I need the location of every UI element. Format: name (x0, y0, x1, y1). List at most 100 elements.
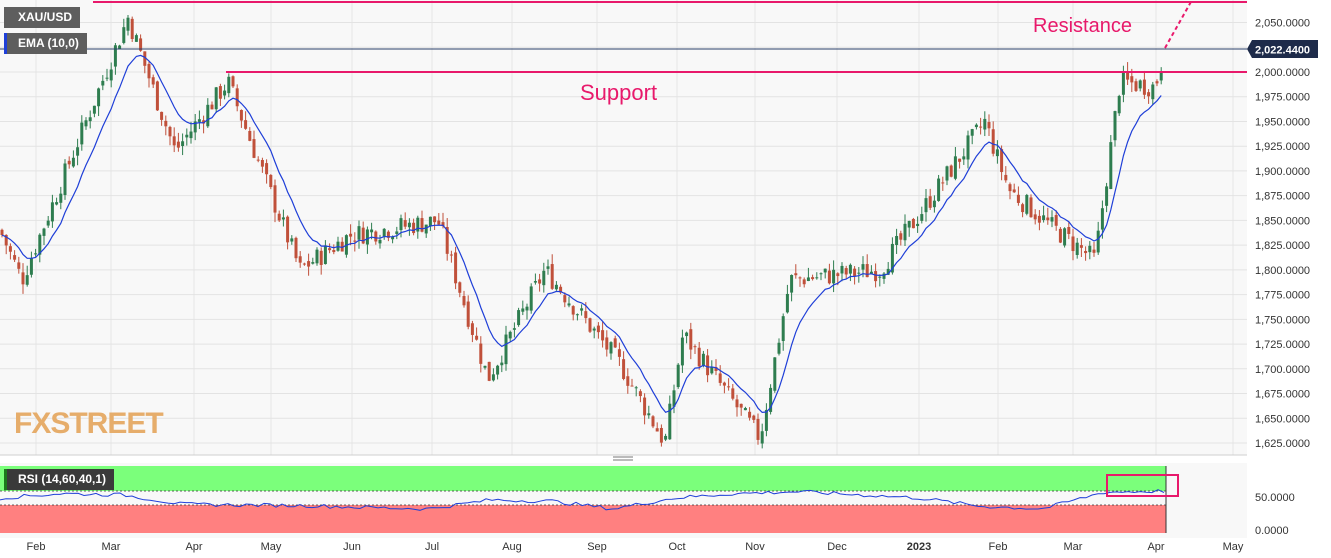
candle-body (399, 218, 403, 231)
candle-body (46, 220, 50, 226)
candle-body (806, 277, 810, 282)
candle-body (890, 243, 894, 273)
candle-body (718, 373, 722, 383)
candle-body (382, 228, 386, 237)
candle-body (155, 81, 159, 111)
candle-body (853, 268, 857, 276)
candle-body (454, 252, 458, 284)
candle-body (764, 409, 768, 431)
candle-body (865, 264, 869, 278)
time-tick-label: Oct (668, 541, 685, 553)
rsi-tick-label: 50.0000 (1255, 492, 1295, 504)
time-tick-label: Mar (1064, 541, 1083, 553)
time-tick-label: Feb (989, 541, 1008, 553)
candle-body (458, 282, 462, 293)
candle-body (50, 202, 54, 222)
candle-body (374, 231, 378, 242)
candle-body (122, 27, 126, 43)
candle-body (67, 160, 71, 165)
candle-body (596, 325, 600, 333)
symbol-text: XAU/USD (18, 10, 73, 24)
price-axis[interactable]: 1,625.0000 1,650.0000 1,675.0000 1,700.0000… (1255, 18, 1310, 450)
time-tick-label: Apr (1147, 541, 1164, 553)
candle-body (1063, 228, 1067, 246)
price-tick-label: 1,900.0000 (1255, 166, 1310, 178)
candle-body (206, 104, 210, 127)
candle-body (378, 239, 382, 244)
candle-body (92, 105, 96, 114)
price-tick-label: 1,775.0000 (1255, 290, 1310, 302)
candle-body (634, 387, 638, 389)
pane-resize-handle[interactable] (613, 456, 633, 461)
time-axis[interactable]: Feb Mar Apr May Jun Jul Aug Sep Oct Nov Dec 2023 Feb… (27, 541, 1244, 553)
candles (0, 14, 1163, 449)
time-tick-label: May (1223, 541, 1244, 553)
candle-body (903, 223, 907, 241)
candle-body (664, 435, 668, 440)
price-tick-label: 1,750.0000 (1255, 314, 1310, 326)
symbol-label[interactable]: XAU/USD (4, 7, 81, 28)
candle-body (844, 268, 848, 275)
last-price-tag: 2,022.4400 (1247, 40, 1318, 58)
candle-body (424, 224, 428, 234)
time-tick-label: Nov (745, 541, 765, 553)
candle-body (727, 386, 731, 388)
time-tick-label: Jun (343, 541, 361, 553)
time-tick-label: Sep (587, 541, 607, 553)
candle-body (542, 270, 546, 286)
candle-body (76, 147, 80, 156)
candle-body (1012, 189, 1016, 193)
candle-body (441, 222, 445, 227)
candle-body (265, 163, 269, 175)
candle-body (252, 139, 256, 158)
candle-body (420, 218, 424, 232)
candle-body (861, 264, 865, 270)
candle-body (323, 245, 327, 265)
candle-body (731, 388, 735, 399)
candle-body (1071, 236, 1075, 252)
price-tick-label: 1,675.0000 (1255, 389, 1310, 401)
candle-body (4, 234, 8, 246)
candle-body (571, 306, 575, 315)
rsi-legend-text: RSI (14,60,40,1) (18, 472, 107, 486)
candle-body (0, 229, 4, 235)
ema-line (1, 54, 1162, 414)
candle-body (953, 156, 957, 179)
price-tick-label: 1,625.0000 (1255, 438, 1310, 450)
price-tick-label: 1,850.0000 (1255, 215, 1310, 227)
candle-body (895, 235, 899, 245)
ema-legend[interactable]: EMA (10,0) (4, 33, 87, 54)
candle-body (504, 334, 508, 365)
candle-body (575, 314, 579, 316)
candle-body (785, 293, 789, 313)
rsi-legend[interactable]: RSI (14,60,40,1) (4, 469, 115, 490)
candle-body (1054, 215, 1058, 226)
price-tick-label: 1,975.0000 (1255, 92, 1310, 104)
candle-body (332, 250, 336, 253)
candle-body (869, 271, 873, 274)
candle-body (143, 51, 147, 66)
candle-body (924, 198, 928, 213)
candle-body (311, 262, 315, 264)
candle-body (823, 268, 827, 273)
candle-body (1050, 217, 1054, 222)
candle-body (307, 261, 311, 267)
candle-body (697, 347, 701, 367)
candle-body (25, 275, 29, 285)
candle-body (227, 76, 231, 94)
candle-body (88, 117, 92, 122)
candle-body (248, 130, 252, 141)
candle-body (588, 318, 592, 332)
candle-body (836, 273, 840, 277)
candle-body (55, 202, 59, 205)
candle-body (202, 120, 206, 124)
candle-body (832, 269, 836, 284)
candle-body (277, 213, 281, 221)
candle-body (294, 237, 298, 259)
candle-body (1058, 228, 1062, 243)
price-tick-label: 1,650.0000 (1255, 413, 1310, 425)
candle-body (554, 284, 558, 290)
candle-body (210, 104, 214, 110)
resistance-annotation: Resistance (1033, 15, 1132, 37)
